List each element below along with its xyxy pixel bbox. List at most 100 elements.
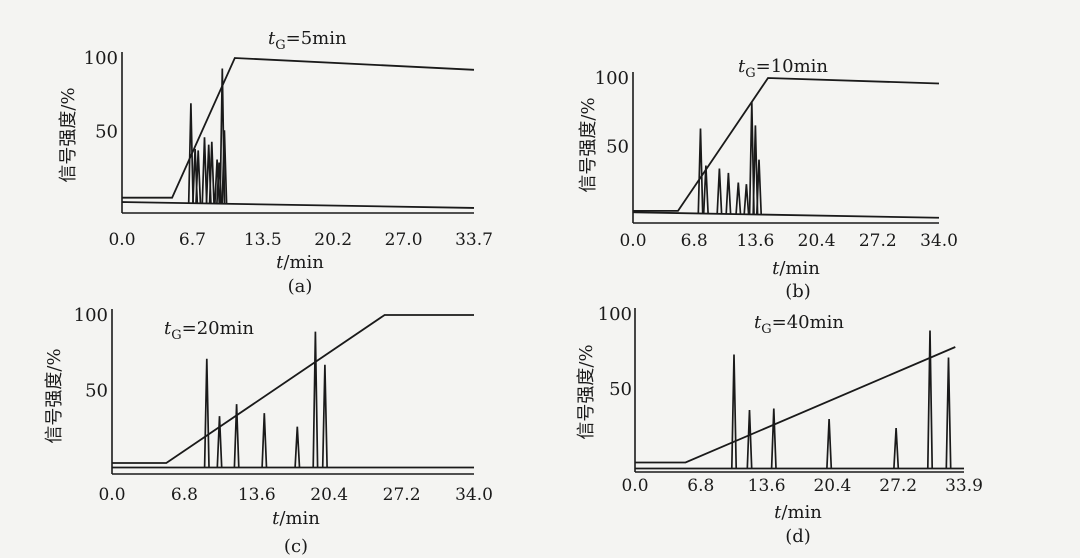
chart-title-sub: G — [761, 322, 771, 337]
x-tick-label: 27.2 — [879, 476, 917, 496]
x-tick-label: 13.6 — [748, 476, 786, 496]
x-tick-label: 6.8 — [687, 476, 714, 496]
x-tick-label: 6.8 — [171, 485, 198, 505]
peak-3 — [195, 150, 202, 204]
baseline-line — [632, 211, 940, 219]
peak-3 — [770, 408, 777, 469]
x-tick-label: 0.0 — [621, 476, 648, 496]
x-axis-label: t/min — [276, 252, 324, 273]
panel-label: (c) — [284, 536, 308, 557]
chart-title-t: t — [164, 318, 172, 339]
chart-title-rest: =10min — [756, 56, 829, 77]
x-tick-label: 20.4 — [310, 485, 348, 505]
x-tick-label: 27.2 — [383, 485, 421, 505]
gradient-line — [112, 314, 474, 464]
peak-6 — [208, 141, 215, 204]
x-tick-label: 13.6 — [736, 231, 774, 251]
x-tick-label: 33.7 — [455, 230, 493, 250]
peak-6 — [312, 331, 319, 468]
peak-7 — [321, 364, 328, 468]
panel-label: (b) — [785, 281, 811, 300]
x-axis-label-t: t — [772, 258, 780, 279]
y-axis-label: 信号强度/% — [44, 348, 65, 443]
peak-1 — [730, 354, 738, 469]
x-tick-label: 33.9 — [945, 476, 983, 496]
x-tick-label: 0.0 — [108, 230, 135, 250]
chart-title-t: t — [754, 312, 762, 333]
x-tick-label: 20.4 — [798, 231, 836, 251]
x-axis-label: t/min — [774, 502, 822, 523]
y-axis-label: 信号强度/% — [576, 344, 597, 439]
peak-4 — [261, 413, 268, 468]
x-axis-label-rest: /min — [283, 252, 324, 273]
y-axis-label: 信号强度/% — [578, 97, 599, 192]
peak-9 — [755, 159, 763, 215]
x-tick-label: 0.0 — [98, 485, 125, 505]
peak-2 — [216, 416, 223, 468]
panel-c: 0.0 6.8 13.6 20.4 27.2 34.050100tG=20min信号强度/… — [44, 305, 493, 557]
peak-6 — [743, 184, 750, 215]
chart-title-rest: =40min — [772, 312, 845, 333]
chart-title-t: t — [268, 28, 276, 49]
x-axis-label-rest: /min — [779, 258, 820, 279]
x-tick-label: 6.8 — [681, 231, 708, 251]
gradient-line — [635, 346, 956, 464]
x-tick-label: 13.6 — [238, 485, 276, 505]
y-tick-label: 50 — [95, 122, 118, 143]
x-tick-label: 27.0 — [385, 230, 423, 250]
x-axis-label-t: t — [272, 508, 280, 529]
x-tick-label: 34.0 — [455, 485, 493, 505]
chart-title-t: t — [738, 56, 746, 77]
peak-4 — [725, 172, 732, 215]
peak-4 — [826, 418, 833, 469]
y-tick-label: 100 — [74, 305, 108, 326]
x-axis-label-t: t — [276, 252, 284, 273]
peak-3 — [233, 404, 240, 468]
x-axis-label-rest: /min — [781, 502, 822, 523]
x-tick-label: 20.4 — [813, 476, 851, 496]
chart-title-sub: G — [745, 66, 755, 81]
panel-label: (a) — [288, 276, 313, 297]
chart-title-rest: =5min — [286, 28, 347, 49]
peak-4 — [201, 137, 208, 204]
y-tick-label: 50 — [85, 381, 108, 402]
peak-7 — [214, 159, 221, 204]
x-axis-label-t: t — [774, 502, 782, 523]
peak-1 — [203, 358, 210, 468]
peak-3 — [716, 168, 723, 214]
x-tick-label: 13.5 — [244, 230, 282, 250]
gradient-line — [633, 77, 940, 212]
peak-8 — [752, 125, 759, 215]
panel-a: 0.0 6.7 13.5 20.2 27.0 33.750100tG=5min信号强度/%… — [58, 28, 493, 297]
peak-5 — [294, 426, 301, 468]
y-tick-label: 100 — [598, 304, 632, 325]
peak-7 — [748, 101, 755, 215]
chart-title: tG=40min — [754, 312, 844, 337]
chart-title-rest: =20min — [182, 318, 255, 339]
panel-b: 0.0 6.8 13.6 20.4 27.2 34.050100tG=10min信号强度/… — [578, 56, 958, 300]
panel-label: (d) — [785, 526, 811, 547]
y-axis-label: 信号强度/% — [58, 87, 79, 182]
y-tick-label: 100 — [84, 48, 118, 69]
chart-title-sub: G — [171, 328, 181, 343]
peak-2 — [746, 409, 753, 469]
chart-title: tG=5min — [268, 28, 347, 53]
x-axis-label-rest: /min — [279, 508, 320, 529]
peak-2 — [702, 165, 709, 214]
peak-7 — [945, 357, 952, 469]
y-tick-label: 100 — [595, 68, 629, 89]
gradient-line — [122, 57, 475, 199]
x-tick-label: 6.7 — [179, 230, 206, 250]
baseline-line — [121, 201, 475, 209]
peak-1 — [697, 128, 704, 214]
y-tick-label: 50 — [609, 379, 632, 400]
peak-10 — [221, 130, 228, 204]
chart-title: tG=10min — [738, 56, 828, 81]
peak-5 — [893, 427, 900, 469]
x-axis-label: t/min — [272, 508, 320, 529]
x-tick-label: 34.0 — [920, 231, 958, 251]
peak-5 — [735, 182, 742, 215]
chart-title-sub: G — [275, 38, 285, 53]
